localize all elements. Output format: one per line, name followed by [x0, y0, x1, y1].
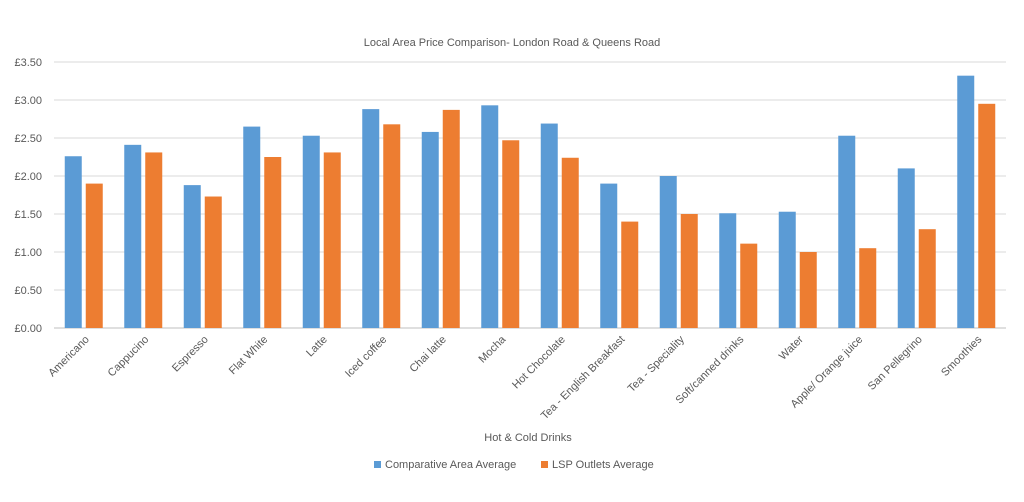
bar-comparative-13	[778, 211, 796, 328]
bar-lsp-6	[383, 124, 401, 328]
x-tick-label: Latte	[304, 334, 330, 360]
x-tick-label: Hot Chocolate	[510, 334, 568, 392]
x-tick-label: Iced coffee	[343, 334, 389, 380]
x-tick-label: Americano	[46, 334, 92, 380]
bar-lsp-16	[978, 103, 996, 328]
x-tick-label: Mocha	[477, 333, 509, 365]
bar-lsp-1	[85, 183, 103, 328]
bar-comparative-10	[600, 183, 618, 328]
x-tick-label: Espresso	[170, 334, 211, 375]
x-tick-label: Water	[777, 333, 806, 362]
y-axis-ticks: £0.00 £0.50 £1.00 £1.50 £2.00 £2.50 £3.00 £3.50	[14, 57, 42, 335]
x-axis-title: Hot & Cold Drinks	[484, 432, 572, 444]
bar-comparative-12	[719, 213, 737, 328]
bar-comparative-14	[838, 135, 856, 328]
bar-lsp-10	[621, 221, 639, 328]
x-tick-label: Flat White	[227, 334, 270, 377]
legend-swatch-comparative	[374, 461, 381, 468]
bar-comparative-11	[659, 176, 677, 328]
bar-comparative-3	[183, 185, 201, 328]
bar-comparative-7	[421, 131, 439, 328]
bar-comparative-16	[957, 75, 975, 329]
bar-lsp-7	[442, 109, 460, 328]
bar-lsp-15	[918, 229, 936, 328]
bar-lsp-11	[680, 214, 698, 328]
y-tick-label: £0.50	[14, 285, 42, 297]
bar-comparative-5	[302, 135, 320, 328]
y-tick-label: £1.50	[14, 209, 42, 221]
legend-label-lsp: LSP Outlets Average	[552, 459, 654, 471]
bar-comparative-1	[64, 156, 82, 328]
bar-comparative-8	[481, 105, 499, 328]
legend: Comparative Area Average LSP Outlets Aver…	[374, 459, 654, 471]
bars	[64, 75, 996, 329]
bar-comparative-4	[243, 126, 261, 328]
x-tick-label: Cappucino	[106, 334, 152, 380]
y-tick-label: £0.00	[14, 323, 42, 335]
bar-lsp-2	[145, 152, 163, 328]
bar-comparative-2	[124, 144, 142, 328]
x-tick-label: San Pellegrino	[866, 334, 925, 393]
bar-lsp-12	[740, 243, 758, 328]
y-tick-label: £2.50	[14, 133, 42, 145]
bar-comparative-9	[540, 123, 558, 328]
x-tick-label: Smoothies	[939, 333, 985, 379]
legend-swatch-lsp	[541, 461, 548, 468]
bar-lsp-14	[859, 248, 877, 328]
bar-comparative-15	[897, 168, 915, 328]
bar-lsp-8	[502, 140, 520, 328]
y-tick-label: £3.00	[14, 95, 42, 107]
bar-lsp-13	[799, 252, 817, 328]
bar-lsp-3	[204, 196, 222, 328]
legend-label-comparative: Comparative Area Average	[385, 459, 516, 471]
y-tick-label: £3.50	[14, 57, 42, 69]
chart-title: Local Area Price Comparison- London Road…	[364, 37, 661, 49]
x-axis-ticks: Americano Cappucino Espresso Flat White Latt…	[46, 333, 985, 422]
bar-comparative-6	[362, 109, 380, 329]
y-tick-label: £1.00	[14, 247, 42, 259]
x-tick-label: Chai latte	[408, 334, 449, 375]
bar-lsp-4	[264, 157, 282, 328]
bar-lsp-5	[323, 152, 341, 328]
bar-lsp-9	[561, 157, 579, 328]
x-tick-label: Tea - Speciality	[626, 333, 688, 395]
y-tick-label: £2.00	[14, 171, 42, 183]
